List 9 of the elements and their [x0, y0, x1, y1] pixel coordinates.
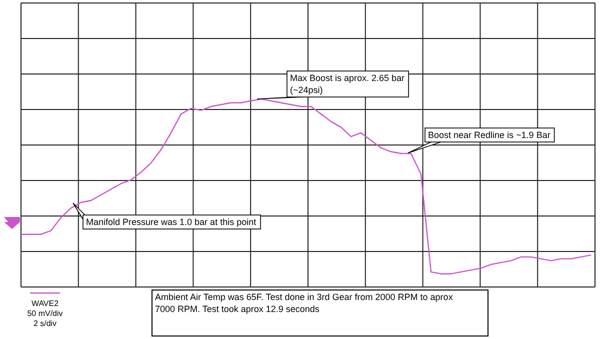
text: 50 mV/div — [27, 309, 63, 318]
text: Ambient Air Temp was 65F. Test done in 3rd Gear from 2000 RPM to aprox 7000 RPM. Test took aprox 12.9 seconds — [155, 292, 454, 314]
callout: Max Boost is aprox. 2.65 bar (~24psi) — [256, 70, 409, 100]
text: 2 s/div — [33, 319, 57, 328]
annotation: Boost near Redline is ~1.9 Bar — [428, 130, 550, 140]
callout: Manifold Pressure was 1.0 bar at this point — [72, 202, 261, 230]
legend-label: WAVE2 — [31, 299, 60, 308]
callout: Boost near Redline is ~1.9 Bar — [408, 128, 555, 154]
annotation: Manifold Pressure was 1.0 bar at this point — [86, 217, 257, 227]
